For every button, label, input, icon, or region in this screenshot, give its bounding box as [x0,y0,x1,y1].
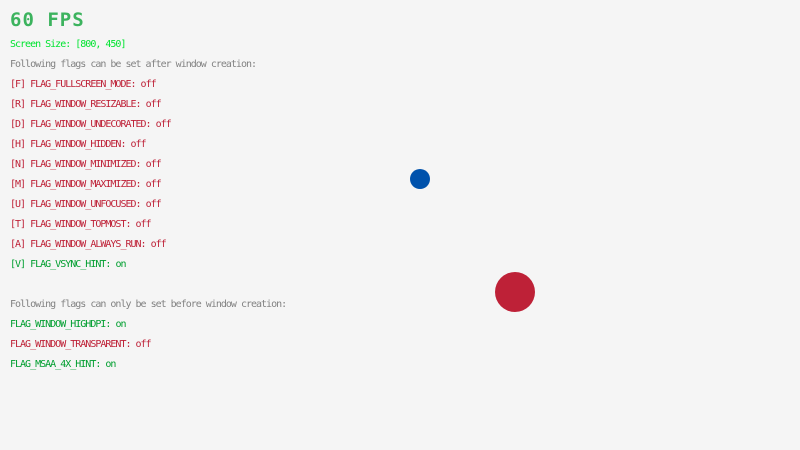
flag-row: [V] FLAG_VSYNC_HINT: on [10,259,126,270]
screen-size-text: Screen Size: [800, 450] [10,39,126,50]
flag-state: off [145,99,162,110]
flag-label: [R] FLAG_WINDOW_RESIZABLE: [10,99,146,110]
flag-state: off [135,339,152,350]
bouncing-ball-large [495,272,535,312]
flag-row: [A] FLAG_WINDOW_ALWAYS_RUN: off [10,239,167,250]
flag-row: [N] FLAG_WINDOW_MINIMIZED: off [10,159,162,170]
flag-state: on [115,319,126,330]
flag-label: FLAG_WINDOW_HIGHDPI: [10,319,116,330]
before-creation-heading: Following flags can only be set before w… [10,299,287,310]
flag-row: [F] FLAG_FULLSCREEN_MODE: off [10,79,157,90]
flag-row: [D] FLAG_WINDOW_UNDECORATED: off [10,119,172,130]
bouncing-ball-small [410,169,430,189]
flag-state: off [135,219,152,230]
flag-state: off [150,239,167,250]
flag-label: [F] FLAG_FULLSCREEN_MODE: [10,79,141,90]
flag-row: [U] FLAG_WINDOW_UNFOCUSED: off [10,199,162,210]
flag-row: [T] FLAG_WINDOW_TOPMOST: off [10,219,152,230]
flag-state: off [145,179,162,190]
flag-state: off [130,139,147,150]
flag-row: [M] FLAG_WINDOW_MAXIMIZED: off [10,179,162,190]
flag-label: [M] FLAG_WINDOW_MAXIMIZED: [10,179,146,190]
flag-state: off [140,79,157,90]
flag-state: off [155,119,172,130]
flag-label: [D] FLAG_WINDOW_UNDECORATED: [10,119,156,130]
flag-state: off [145,199,162,210]
flag-label: FLAG_WINDOW_TRANSPARENT: [10,339,136,350]
after-creation-heading: Following flags can be set after window … [10,59,257,70]
flag-state: off [145,159,162,170]
flag-label: [V] FLAG_VSYNC_HINT: [10,259,116,270]
fps-counter: 60 FPS [10,9,85,31]
flag-label: [H] FLAG_WINDOW_HIDDEN: [10,139,131,150]
flag-label: [T] FLAG_WINDOW_TOPMOST: [10,219,136,230]
flag-row: FLAG_WINDOW_TRANSPARENT: off [10,339,152,350]
flag-label: FLAG_MSAA_4X_HINT: [10,359,106,370]
flag-label: [A] FLAG_WINDOW_ALWAYS_RUN: [10,239,151,250]
flag-row: [H] FLAG_WINDOW_HIDDEN: off [10,139,147,150]
flag-label: [U] FLAG_WINDOW_UNFOCUSED: [10,199,146,210]
flag-state: on [115,259,126,270]
flag-row: FLAG_MSAA_4X_HINT: on [10,359,116,370]
flag-row: FLAG_WINDOW_HIGHDPI: on [10,319,126,330]
flag-row: [R] FLAG_WINDOW_RESIZABLE: off [10,99,162,110]
flag-label: [N] FLAG_WINDOW_MINIMIZED: [10,159,146,170]
flag-state: on [105,359,116,370]
